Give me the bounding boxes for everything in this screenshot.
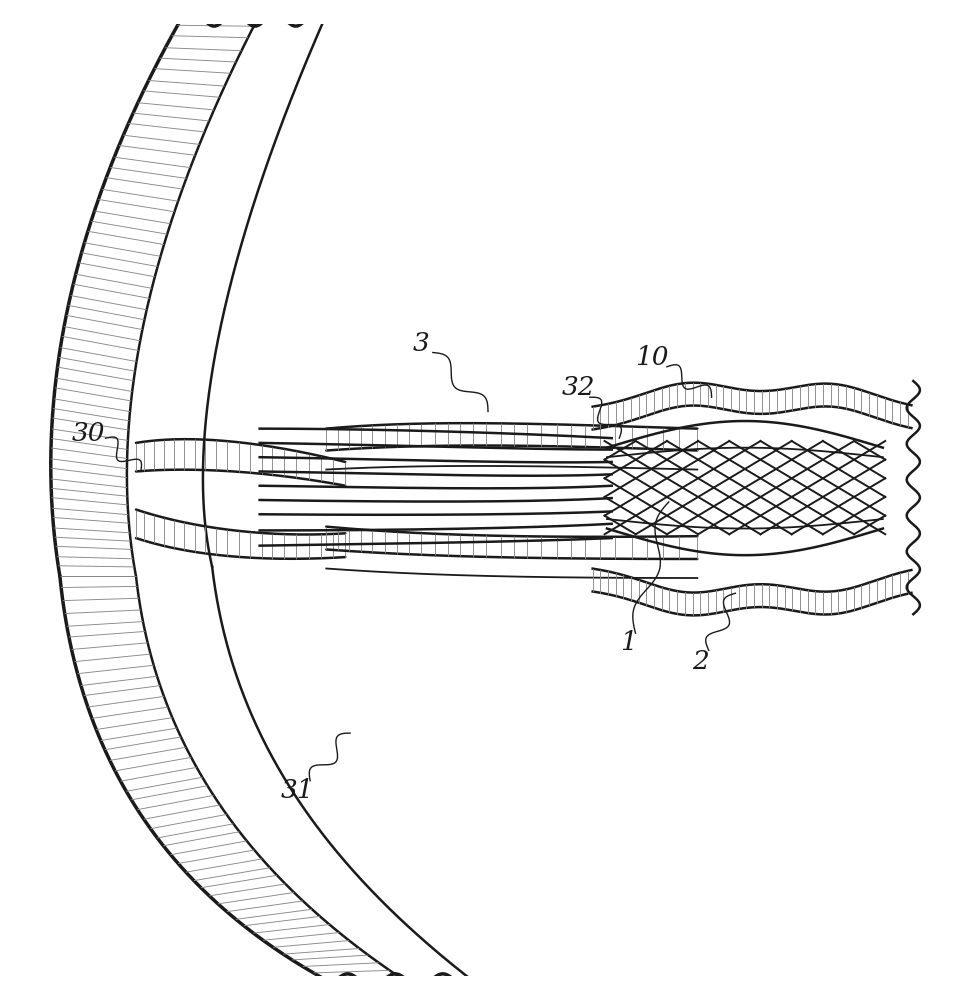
- Text: 30: 30: [72, 421, 105, 446]
- Text: 3: 3: [413, 331, 430, 356]
- Text: 32: 32: [562, 375, 595, 400]
- Text: 2: 2: [692, 649, 708, 674]
- Text: 31: 31: [281, 778, 315, 803]
- Text: 1: 1: [620, 630, 637, 655]
- Text: 10: 10: [634, 345, 668, 370]
